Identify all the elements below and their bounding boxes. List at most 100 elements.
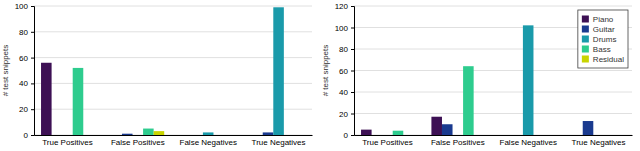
y-tick-label: 80 <box>339 45 348 54</box>
x-tick: False Negatives <box>180 138 237 147</box>
legend-item: Guitar <box>582 25 615 34</box>
y-axis: 0 20 40 60 80 100 <box>15 2 35 140</box>
legend-item: Drums <box>582 35 617 44</box>
legend-item: Piano <box>582 15 614 24</box>
x-tick: False Positives <box>111 138 165 147</box>
y-tick-label: 20 <box>19 105 28 114</box>
y-tick-mark <box>31 109 34 110</box>
y-tick: 60 <box>19 54 34 63</box>
y-tick-mark <box>351 49 354 50</box>
bar <box>273 7 284 135</box>
bar <box>502 135 513 136</box>
bar <box>133 135 144 136</box>
y-tick: 100 <box>335 24 354 33</box>
bar <box>614 135 625 136</box>
legend-item: Residual <box>582 55 624 64</box>
x-tick-label: False Negatives <box>500 138 557 147</box>
y-tick-label: 60 <box>19 54 28 63</box>
bar <box>83 135 94 136</box>
bar <box>442 124 453 135</box>
grid-line <box>354 70 632 71</box>
bar <box>252 135 263 136</box>
x-tick-label: True Negatives <box>252 138 306 147</box>
grid-line <box>354 113 632 114</box>
y-tick-label: 100 <box>335 24 349 33</box>
y-tick-mark <box>351 71 354 72</box>
x-axis-line <box>355 135 633 136</box>
legend: PianoGuitarDrumsBassResidual <box>578 10 628 68</box>
y-tick: 40 <box>339 88 354 97</box>
y-tick-label: 100 <box>15 2 29 11</box>
x-tick-label: False Negatives <box>180 138 237 147</box>
x-axis: True Positives False Positives False Negat… <box>35 136 313 147</box>
y-tick-label: 40 <box>339 88 348 97</box>
bar-series <box>154 131 165 135</box>
bar <box>572 135 583 136</box>
y-tick-label: 40 <box>19 79 28 88</box>
legend-label: Drums <box>593 35 617 44</box>
bars <box>41 7 284 135</box>
bar <box>143 129 154 135</box>
x-tick: True Negatives <box>252 138 306 147</box>
y-tick-mark <box>351 135 354 136</box>
y-tick: 80 <box>19 28 34 37</box>
y-axis-line <box>31 7 35 136</box>
grid-line <box>354 6 632 7</box>
bar <box>544 135 555 136</box>
legend-swatch <box>582 16 589 23</box>
legend-swatch <box>582 56 589 63</box>
bar <box>604 135 615 136</box>
y-tick: 120 <box>335 2 354 11</box>
y-tick: 60 <box>339 67 354 76</box>
legend-swatch <box>582 36 589 43</box>
grid <box>34 6 312 135</box>
bars <box>361 25 593 135</box>
y-axis-title: # test snippets <box>321 45 330 97</box>
grid-line <box>34 31 312 32</box>
bar <box>523 25 534 135</box>
x-tick-label: False Positives <box>111 138 165 147</box>
y-tick-label: 0 <box>24 131 29 140</box>
legend-swatch <box>582 46 589 53</box>
y-tick-mark <box>351 92 354 93</box>
x-tick: False Negatives <box>500 138 557 147</box>
y-tick-mark <box>351 6 354 7</box>
y-tick: 80 <box>339 45 354 54</box>
x-tick: True Positives <box>362 138 412 147</box>
bar <box>512 135 523 136</box>
x-tick: True Positives <box>42 138 92 147</box>
bar <box>62 135 73 136</box>
bar <box>463 66 474 135</box>
y-tick: 0 <box>24 131 34 140</box>
bar <box>361 130 372 135</box>
y-axis-line <box>351 7 355 136</box>
y-axis-title: # test snippets <box>1 45 10 97</box>
bar-series <box>41 63 52 135</box>
legend-swatch <box>582 26 589 33</box>
bar <box>263 132 274 135</box>
legend-label: Piano <box>593 15 614 24</box>
bar <box>393 131 404 135</box>
grid-line <box>34 57 312 58</box>
y-tick-mark <box>31 135 34 136</box>
bar-series <box>203 7 284 135</box>
bar <box>294 135 305 136</box>
bar <box>73 68 84 135</box>
grid <box>354 6 632 135</box>
bar <box>122 134 133 135</box>
bar <box>453 135 464 136</box>
y-tick-label: 60 <box>339 67 348 76</box>
bar <box>372 135 383 136</box>
y-tick: 20 <box>339 110 354 119</box>
x-tick: False Positives <box>431 138 485 147</box>
bar <box>431 117 442 135</box>
bar <box>474 135 485 136</box>
y-tick-mark <box>351 114 354 115</box>
legend-item: Bass <box>582 45 611 54</box>
y-tick-label: 80 <box>19 28 28 37</box>
bar <box>583 121 594 135</box>
bar-series <box>393 66 474 135</box>
x-axis-line <box>35 135 313 136</box>
grid-line <box>34 6 312 7</box>
bar <box>593 135 604 136</box>
